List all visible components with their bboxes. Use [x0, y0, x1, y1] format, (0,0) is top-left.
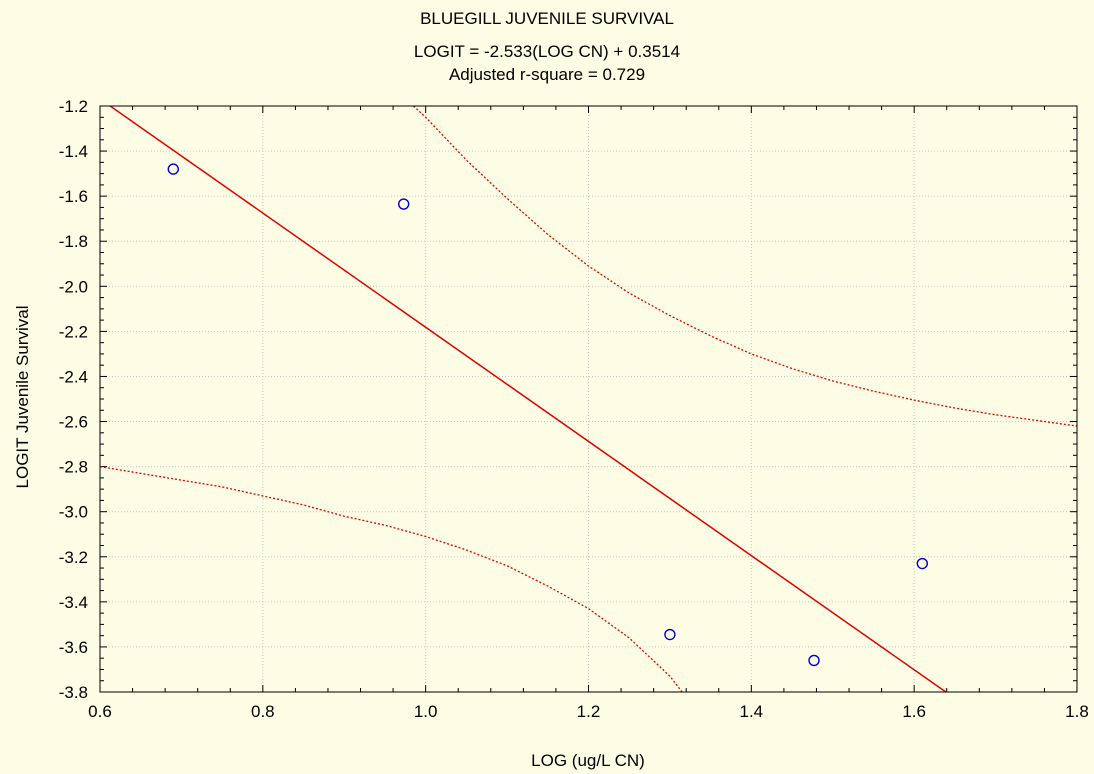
y-tick-label: -2.2 [59, 322, 88, 341]
y-tick-label: -1.6 [59, 187, 88, 206]
data-point [664, 628, 676, 641]
y-tick-label: -3.6 [59, 638, 88, 657]
y-tick-label: -2.0 [59, 277, 88, 296]
grid-layer [100, 106, 1077, 692]
y-tick-label: -1.8 [59, 232, 88, 251]
x-tick-label: 1.0 [414, 702, 438, 721]
x-tick-label: 0.8 [251, 702, 275, 721]
regression-line [108, 106, 948, 692]
y-tick-label: -1.2 [59, 97, 88, 116]
series-layer [100, 106, 1077, 692]
labels-layer: BLUEGILL JUVENILE SURVIVAL LOGIT = -2.53… [13, 9, 680, 770]
data-point [397, 198, 410, 210]
data-point [916, 557, 929, 570]
x-tick-label: 1.2 [577, 702, 601, 721]
y-tick-label: -2.4 [59, 367, 88, 386]
confidence-band-lower [100, 465, 683, 692]
plot-frame [99, 105, 1078, 693]
x-tick-label: 1.6 [902, 702, 926, 721]
y-tick-label: -3.8 [59, 683, 88, 702]
y-tick-label: -1.4 [59, 142, 88, 161]
chart-equation: LOGIT = -2.533(LOG CN) + 0.3514 [414, 42, 680, 61]
chart-title: BLUEGILL JUVENILE SURVIVAL [420, 9, 674, 28]
x-axis-label: LOG (ug/L CN) [531, 751, 645, 770]
y-tick-label: -2.8 [59, 458, 88, 477]
x-tick-label: 1.4 [740, 702, 764, 721]
y-tick-label: -2.6 [59, 413, 88, 432]
x-tick-label: 1.8 [1065, 702, 1089, 721]
y-tick-label: -3.0 [59, 503, 88, 522]
ticks-layer: 0.6 0.8 1.0 1.2 1.4 1.6 1.8 -1.2 -1.4 -1.6 -1.8 -2.… [59, 97, 1089, 721]
y-tick-label: -3.4 [59, 593, 88, 612]
y-axis-label: LOGIT Juvenile Survival [13, 306, 32, 489]
x-tick-label: 0.6 [88, 702, 112, 721]
chart-r-square: Adjusted r-square = 0.729 [449, 65, 645, 84]
data-point [808, 654, 820, 667]
data-point [167, 163, 179, 175]
y-tick-label: -3.2 [59, 548, 88, 567]
confidence-band-upper [413, 106, 1077, 427]
